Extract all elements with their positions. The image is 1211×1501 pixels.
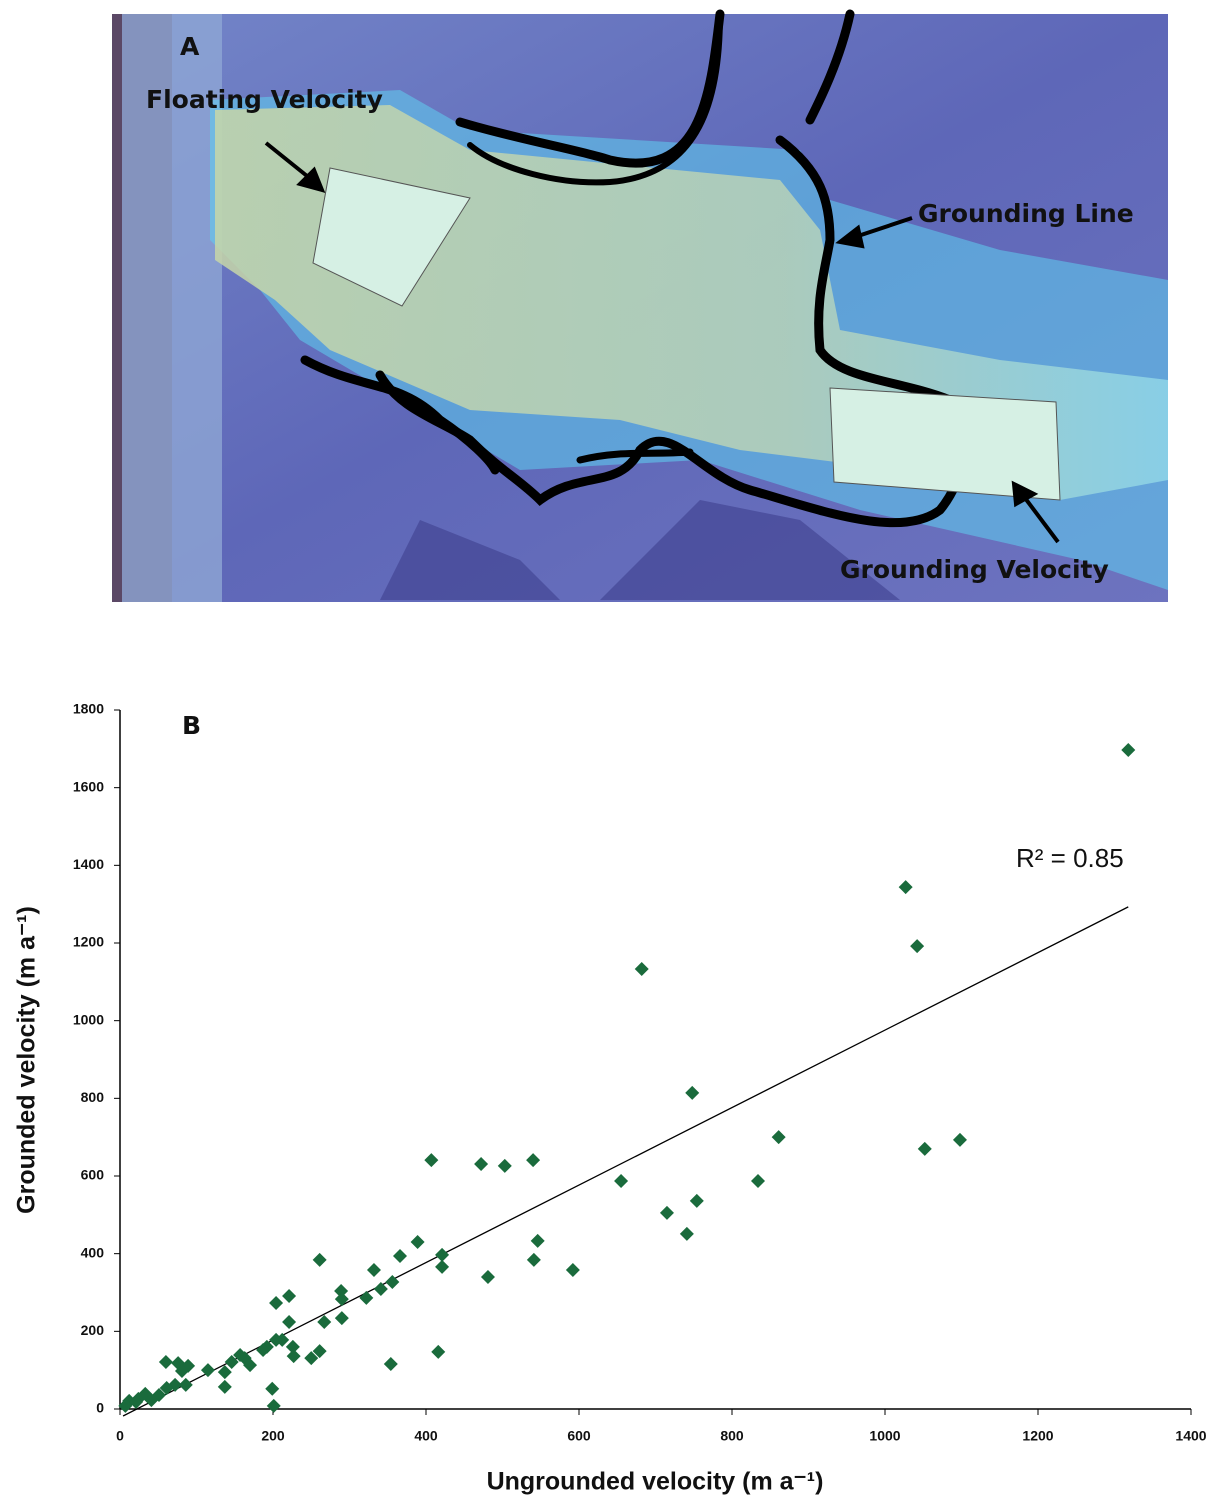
- scatter-chart: 0 200 400 600 800 1000 1200 1400 1600 1800 0 200 400…: [13, 701, 1207, 1496]
- x-tick-label: 1400: [1175, 1428, 1206, 1444]
- point: [282, 1288, 297, 1303]
- point: [659, 1205, 674, 1220]
- grounding-box: [829, 387, 1061, 501]
- point: [269, 1332, 284, 1347]
- point: [526, 1252, 541, 1267]
- point: [431, 1344, 446, 1359]
- x-tick-label: 1200: [1022, 1428, 1053, 1444]
- point: [771, 1130, 786, 1145]
- point: [286, 1349, 301, 1364]
- point: [392, 1248, 407, 1263]
- point: [233, 1348, 248, 1363]
- point: [634, 962, 649, 977]
- panel-label: A: [180, 32, 200, 61]
- y-tick-label: 800: [81, 1089, 105, 1105]
- x-tick-label: 600: [567, 1428, 591, 1444]
- y-tick-label: 0: [96, 1400, 104, 1416]
- point: [751, 1174, 766, 1189]
- point: [385, 1275, 400, 1290]
- terrain: [380, 500, 900, 600]
- point: [217, 1379, 232, 1394]
- y-tick-label: 1400: [73, 856, 104, 872]
- point: [118, 1398, 133, 1413]
- point: [526, 1153, 541, 1168]
- point: [317, 1315, 332, 1330]
- map-annotation: Grounding Velocity: [840, 555, 1109, 584]
- point: [200, 1363, 215, 1378]
- point: [312, 1252, 327, 1267]
- point: [474, 1156, 489, 1171]
- y-tick-label: 200: [81, 1322, 105, 1338]
- point: [334, 1283, 349, 1298]
- y-tick-label: 600: [81, 1167, 105, 1183]
- ice-shelf: [122, 14, 222, 602]
- trendline: [122, 906, 1129, 1417]
- point: [410, 1235, 425, 1250]
- point: [359, 1290, 374, 1305]
- point: [952, 1132, 967, 1147]
- point: [1121, 742, 1136, 757]
- map-annotation: Floating Velocity: [146, 85, 383, 114]
- panel-label: B: [182, 711, 201, 740]
- point: [174, 1363, 189, 1378]
- point: [480, 1269, 495, 1284]
- x-axis-label: Ungrounded velocity (m a⁻¹): [487, 1468, 824, 1496]
- point: [304, 1351, 319, 1366]
- point: [497, 1158, 512, 1173]
- point: [614, 1174, 629, 1189]
- point: [530, 1233, 545, 1248]
- point: [424, 1153, 439, 1168]
- point: [565, 1262, 580, 1277]
- y-tick-label: 1800: [73, 701, 104, 717]
- r-squared: R² = 0.85: [1016, 843, 1124, 873]
- arrows: [264, 141, 1060, 544]
- point: [685, 1085, 700, 1100]
- y-axis-label: Grounded velocity (m a⁻¹): [13, 906, 41, 1214]
- point: [312, 1344, 327, 1359]
- point: [435, 1259, 450, 1274]
- point: [334, 1292, 349, 1307]
- point: [689, 1193, 704, 1208]
- point: [217, 1365, 232, 1380]
- point: [917, 1141, 932, 1156]
- x-tick-label: 200: [261, 1428, 285, 1444]
- point: [243, 1358, 258, 1373]
- point: [266, 1398, 281, 1413]
- point: [129, 1395, 144, 1410]
- point: [159, 1381, 174, 1396]
- x-tick-label: 1000: [869, 1428, 900, 1444]
- point: [910, 939, 925, 954]
- point: [373, 1282, 388, 1297]
- point: [269, 1295, 284, 1310]
- point: [158, 1355, 173, 1370]
- x-tick-label: 400: [414, 1428, 438, 1444]
- point: [334, 1311, 349, 1326]
- point: [282, 1315, 297, 1330]
- satellite-map: A Floating Velocity Grounding Line Groun…: [112, 9, 1168, 602]
- point: [224, 1355, 239, 1370]
- map-annotation: Grounding Line: [918, 199, 1134, 228]
- point: [435, 1247, 450, 1262]
- grounding-line: [300, 9, 972, 528]
- point: [144, 1393, 159, 1408]
- point: [366, 1262, 381, 1277]
- point: [679, 1226, 694, 1241]
- y-tick-label: 1600: [73, 778, 104, 794]
- point: [383, 1356, 398, 1371]
- floating-box: [312, 167, 471, 307]
- y-tick-label: 400: [81, 1244, 105, 1260]
- x-tick-label: 0: [116, 1428, 124, 1444]
- x-tick-label: 800: [720, 1428, 744, 1444]
- point: [178, 1377, 193, 1392]
- point: [265, 1381, 280, 1396]
- point: [256, 1342, 271, 1357]
- point: [285, 1339, 300, 1354]
- y-tick-label: 1000: [73, 1011, 104, 1027]
- point: [898, 880, 913, 895]
- y-tick-label: 1200: [73, 934, 104, 950]
